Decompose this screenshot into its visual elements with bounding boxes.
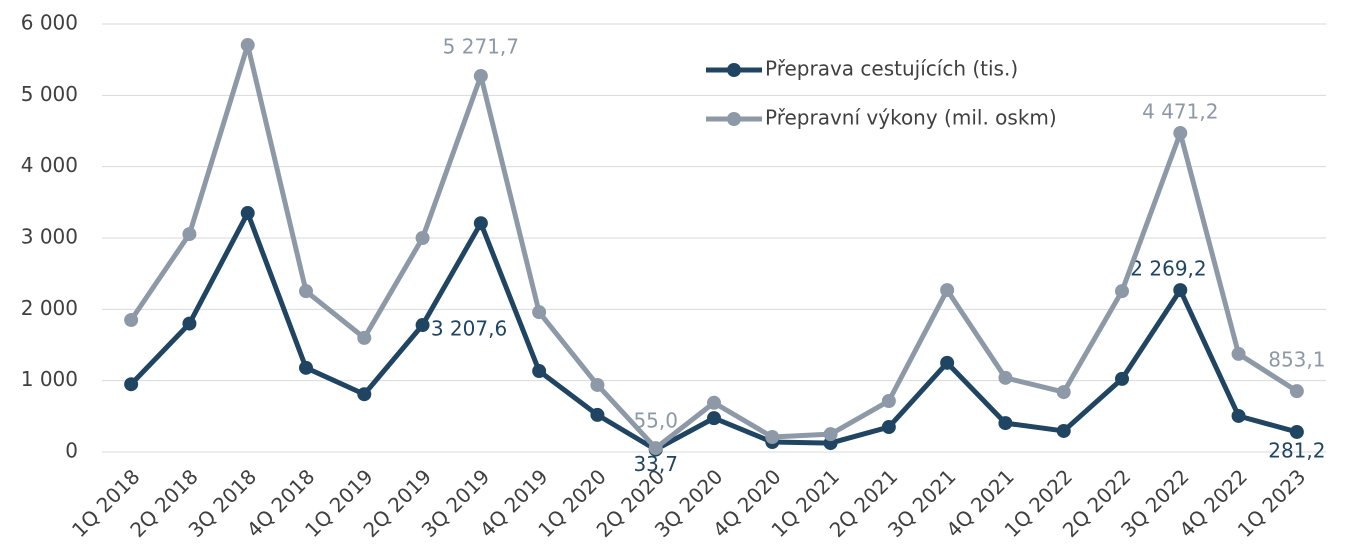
data-point [299, 360, 313, 375]
data-point [940, 355, 955, 370]
y-tick-label: 6 000 [21, 11, 78, 35]
data-label: 3 207,6 [431, 317, 507, 341]
data-point [1289, 384, 1304, 399]
data-point [532, 305, 547, 320]
legend-label: Přepravní výkony (mil. oskm) [765, 106, 1057, 130]
data-label: 5 271,7 [443, 34, 519, 58]
legend-marker [727, 112, 741, 126]
data-point [707, 395, 721, 410]
data-label: 281,2 [1268, 438, 1325, 462]
data-point [1056, 385, 1071, 400]
data-point [765, 430, 780, 445]
data-point [240, 38, 255, 53]
data-point [1231, 408, 1246, 423]
data-point [182, 227, 197, 242]
data-point [415, 231, 430, 245]
data-point [357, 387, 372, 402]
data-point [881, 393, 896, 408]
data-point [998, 416, 1013, 431]
data-label: 2 269,2 [1130, 257, 1206, 281]
legend-marker [727, 63, 741, 77]
data-point [590, 407, 605, 422]
y-tick-label: 5 000 [21, 82, 78, 106]
data-point [1115, 284, 1129, 299]
data-point [415, 318, 430, 333]
data-point [648, 441, 663, 456]
data-point [1115, 371, 1129, 386]
y-tick-label: 3 000 [21, 225, 78, 249]
y-tick-label: 4 000 [21, 153, 78, 177]
data-point [1173, 126, 1188, 141]
data-label: 33,7 [633, 452, 678, 476]
data-point [1173, 283, 1188, 298]
data-label: 4 471,2 [1142, 100, 1218, 124]
data-point [473, 216, 488, 231]
data-point [1056, 423, 1071, 438]
data-point [124, 313, 139, 328]
data-point [357, 330, 372, 345]
data-point [823, 427, 838, 442]
data-point [1289, 424, 1304, 439]
legend-label: Přeprava cestujících (tis.) [765, 57, 1018, 81]
line-series [129, 42, 1299, 451]
data-point [182, 316, 197, 331]
y-tick-label: 2 000 [21, 296, 78, 320]
data-label: 55,0 [633, 409, 678, 433]
data-point [881, 420, 896, 435]
data-point [998, 370, 1013, 385]
data-point [532, 364, 547, 379]
data-point [940, 283, 955, 298]
data-label: 853,1 [1268, 348, 1325, 372]
y-tick-label: 1 000 [21, 367, 78, 391]
data-point [299, 284, 313, 299]
y-tick-label: 0 [65, 439, 78, 463]
data-point [124, 377, 139, 392]
data-point [707, 411, 721, 426]
data-point [1231, 346, 1246, 361]
data-point [473, 68, 488, 83]
data-point [590, 377, 605, 392]
data-point [240, 206, 255, 221]
